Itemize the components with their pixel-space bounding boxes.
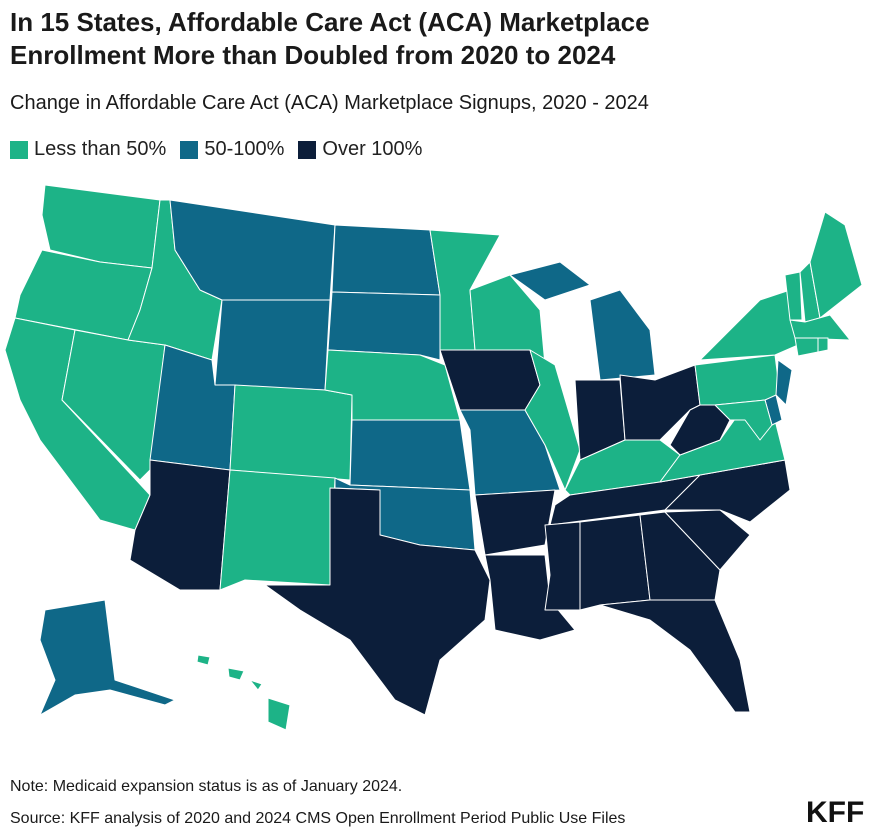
legend-item: Over 100% [298, 138, 422, 161]
state [579, 514, 651, 611]
state [214, 299, 331, 391]
legend-item: Less than 50% [10, 138, 166, 161]
title-line: Enrollment More than Doubled from 2020 t… [10, 40, 616, 70]
state [789, 314, 851, 341]
legend-item: 50-100% [180, 138, 284, 161]
state [264, 487, 491, 716]
state [784, 271, 803, 321]
state [349, 419, 471, 491]
state [219, 469, 336, 591]
state [229, 384, 353, 481]
state [639, 511, 721, 601]
legend: Less than 50% 50-100% Over 100% [10, 138, 422, 161]
state [794, 337, 819, 357]
legend-label: Less than 50% [34, 138, 167, 160]
title: In 15 States, Affordable Care Act (ACA) … [10, 6, 650, 72]
state [196, 654, 291, 731]
subtitle: Change in Affordable Care Act (ACA) Mark… [10, 92, 649, 114]
state [809, 211, 863, 319]
state [699, 289, 799, 361]
legend-swatch [180, 140, 199, 159]
state [664, 509, 751, 571]
state [544, 521, 581, 611]
state [474, 489, 556, 556]
logo: KFF [806, 796, 865, 829]
state [509, 261, 656, 381]
state [599, 599, 751, 713]
note: Note: Medicaid expansion status is as of… [10, 778, 403, 795]
state [129, 459, 231, 591]
state [331, 224, 441, 296]
state [775, 359, 793, 406]
source: Source: KFF analysis of 2020 and 2024 CM… [10, 810, 626, 827]
state [817, 337, 829, 353]
state [39, 599, 176, 716]
state [524, 349, 581, 491]
state [327, 291, 441, 361]
legend-swatch [10, 140, 28, 159]
state [484, 554, 576, 641]
state [694, 354, 781, 406]
legend-label: Over 100% [322, 138, 423, 160]
legend-swatch [298, 140, 317, 159]
title-line: In 15 States, Affordable Care Act (ACA) … [10, 7, 650, 37]
state [714, 399, 773, 441]
legend-label: 50-100% [204, 138, 285, 160]
